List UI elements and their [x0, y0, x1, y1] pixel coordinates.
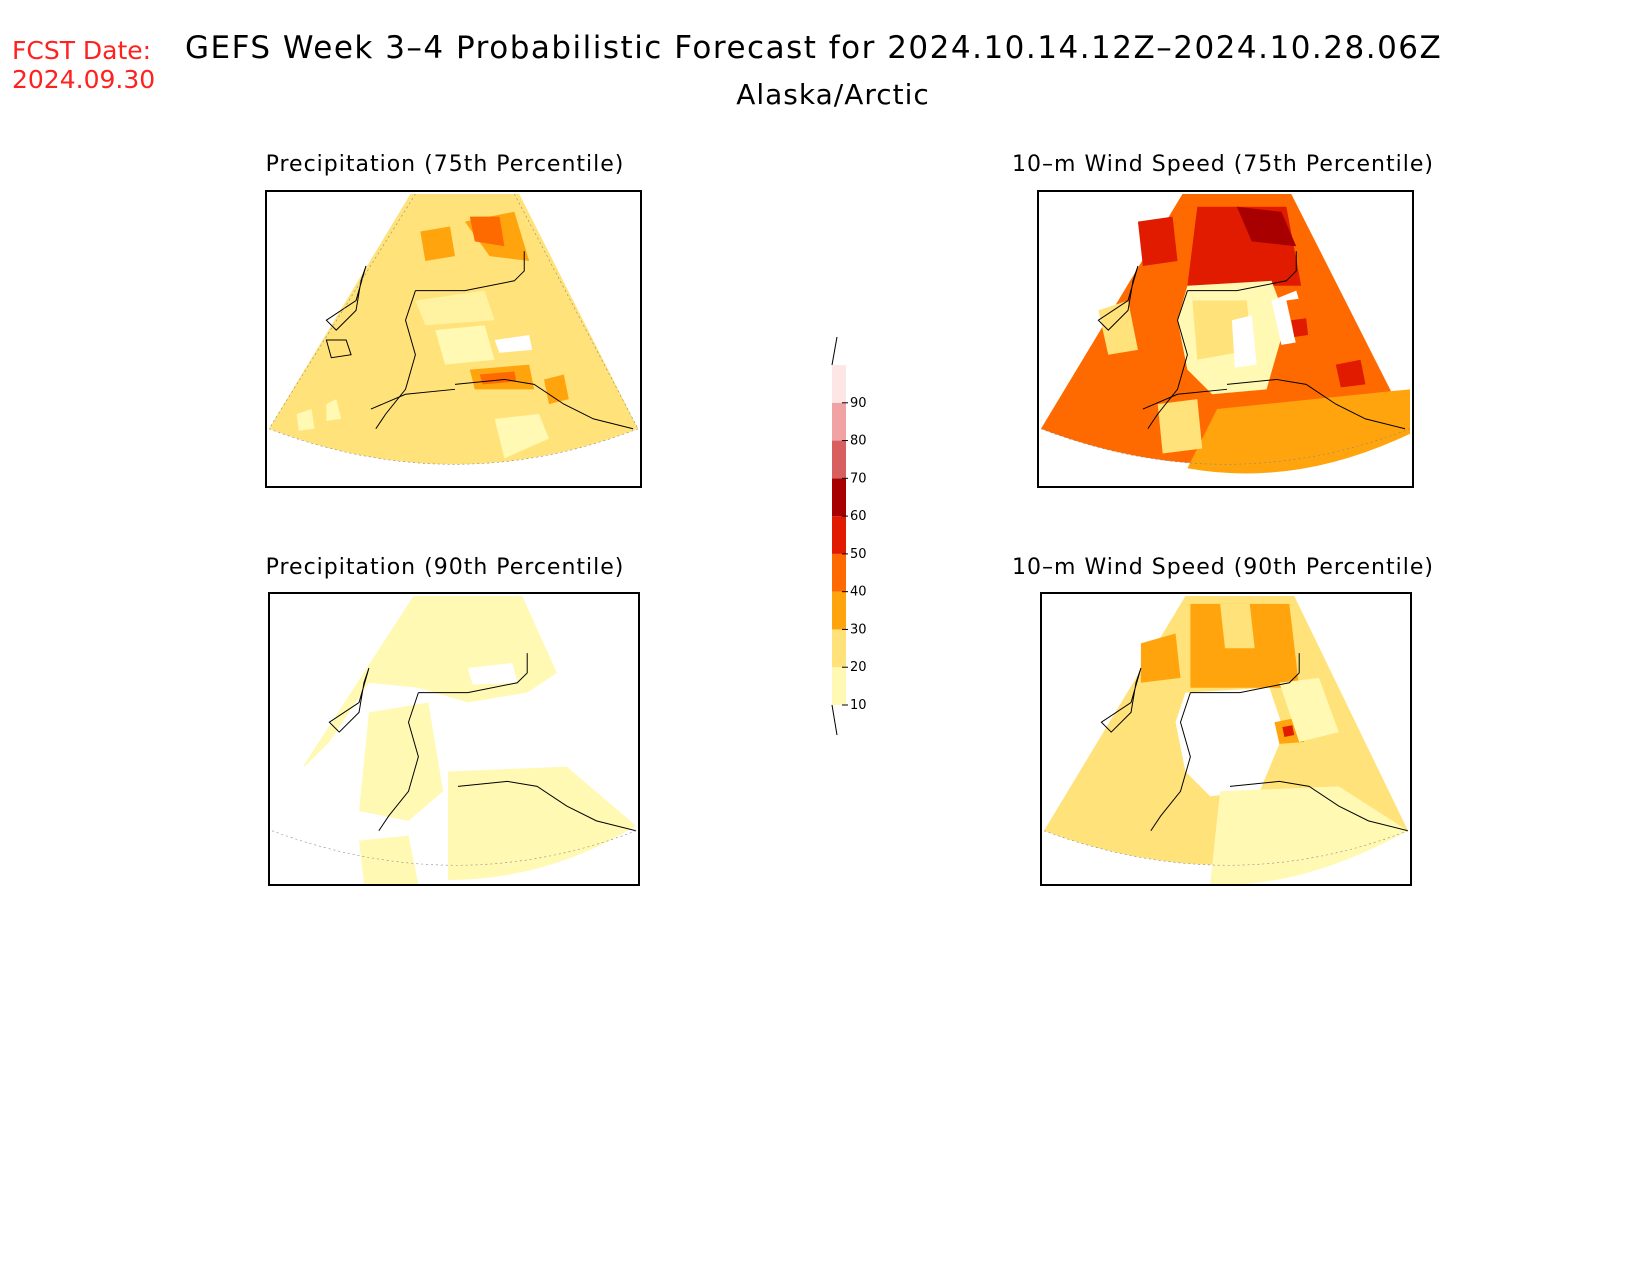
map-precip-75	[265, 190, 642, 488]
legend-tick-label: 70	[850, 471, 867, 486]
region-subtitle: Alaska/Arctic	[736, 78, 930, 111]
forecast-date-label: FCST Date:	[12, 36, 152, 65]
map-wind-75	[1037, 190, 1414, 488]
forecast-date-block: FCST Date: 2024.09.30	[12, 36, 155, 94]
legend-tick-label: 10	[850, 698, 867, 713]
legend-tick-label: 60	[850, 509, 867, 524]
legend-swatch	[832, 667, 846, 705]
panel-title-precip-75: Precipitation (75th Percentile)	[265, 152, 625, 177]
legend-swatch	[832, 365, 846, 403]
color-legend: 10 20 30 40 50 60 70 80 90	[820, 335, 900, 745]
panel-title-wind-75: 10–m Wind Speed (75th Percentile)	[1012, 152, 1434, 177]
legend-tick-label: 80	[850, 434, 867, 449]
panel-title-wind-90: 10–m Wind Speed (90th Percentile)	[1012, 555, 1434, 580]
page-title: GEFS Week 3–4 Probabilistic Forecast for…	[185, 30, 1443, 66]
legend-swatch	[832, 553, 846, 592]
legend-swatch	[832, 629, 846, 668]
color-legend-bar: 10 20 30 40 50 60 70 80 90	[831, 336, 867, 736]
legend-tick-label: 30	[850, 622, 867, 637]
legend-swatch	[832, 440, 846, 479]
legend-swatch	[832, 516, 846, 554]
legend-tick-label: 40	[850, 585, 867, 600]
forecast-date-value: 2024.09.30	[12, 65, 156, 94]
legend-tick-label: 50	[850, 547, 867, 562]
legend-tick-label: 20	[850, 660, 867, 675]
map-precip-90	[268, 592, 640, 886]
legend-swatch	[832, 591, 846, 630]
legend-tick-label: 90	[850, 396, 867, 411]
legend-swatch	[832, 402, 846, 441]
legend-swatch	[832, 478, 846, 517]
map-wind-90	[1040, 592, 1412, 886]
panel-title-precip-90: Precipitation (90th Percentile)	[265, 555, 625, 580]
